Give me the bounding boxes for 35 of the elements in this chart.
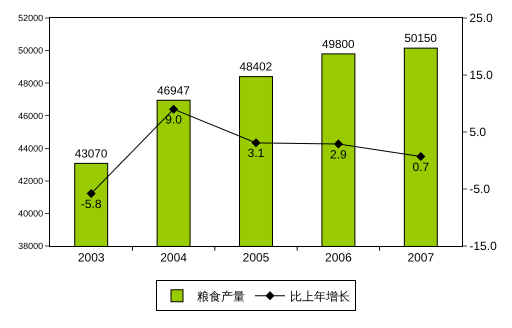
data-label: 43070: [74, 147, 108, 160]
x-tick-label: 2006: [325, 250, 352, 264]
data-label: 0.7: [412, 160, 430, 174]
y-tick-label: 46000: [18, 110, 44, 121]
data-label: 48402: [240, 60, 272, 74]
data-label: 49800: [322, 38, 356, 51]
y2-tick-label: 25.0: [469, 11, 494, 26]
x-tick-label: 2003: [78, 250, 105, 264]
y2-tick-label: 15.0: [469, 68, 494, 82]
legend-label: 粮食产量: [197, 289, 245, 304]
data-label: -5.8: [80, 196, 102, 211]
y-tick-label: 42000: [18, 176, 44, 186]
point: [416, 152, 426, 162]
y2-tick-label: 5.0: [469, 125, 486, 140]
y2-tick-label: -5.0: [469, 182, 490, 196]
x-tick-label: 2007: [407, 250, 434, 264]
data-label: 50150: [404, 32, 438, 46]
y-tick-label: 48000: [18, 78, 44, 88]
point: [169, 104, 178, 114]
legend-label: 比上年增长: [290, 289, 350, 304]
data-label: 3.1: [248, 146, 265, 160]
y-tick-label: 44000: [18, 143, 44, 154]
y-tick-label: 52000: [18, 13, 44, 24]
x-tick-label: 2005: [242, 250, 270, 264]
point: [251, 138, 261, 148]
x-tick-label: 2004: [160, 250, 188, 264]
data-label: 46947: [157, 84, 190, 98]
data-label: 2.9: [330, 147, 348, 162]
y2-tick-label: -15.0: [469, 239, 498, 254]
data-label: 9.0: [165, 112, 182, 127]
point: [334, 139, 343, 149]
y-tick-label: 50000: [18, 46, 44, 56]
y-tick-label: 38000: [18, 241, 44, 252]
y-tick-label: 40000: [18, 208, 44, 219]
point: [86, 189, 96, 198]
